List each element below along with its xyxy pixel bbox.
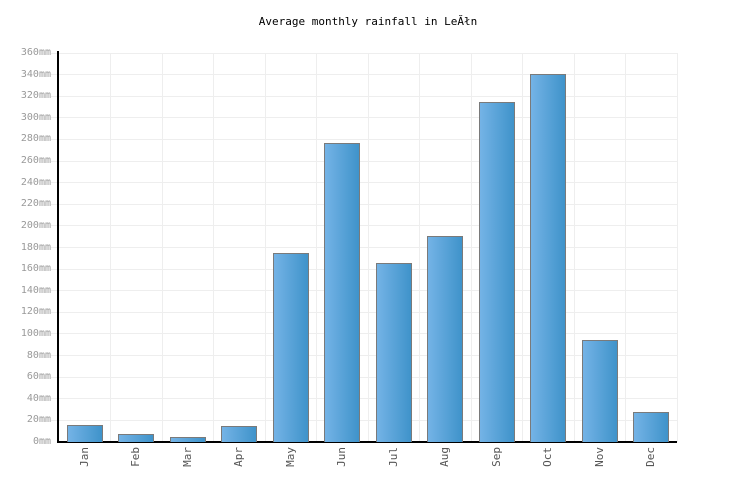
y-tick-label: 40mm (26, 392, 51, 404)
y-gridline (51, 182, 677, 184)
y-gridline (51, 52, 677, 54)
y-tick-label: 360mm (20, 47, 51, 58)
y-gridline (51, 203, 677, 205)
y-gridline (51, 138, 677, 140)
y-gridline (51, 95, 677, 97)
y-tick-label: 140mm (20, 284, 51, 296)
y-gridline (51, 117, 677, 119)
y-tick-label: 20mm (26, 414, 51, 426)
y-tick-label: 280mm (20, 133, 51, 145)
x-tick-label: Jul (386, 447, 400, 467)
x-tick-label: Dec (644, 447, 658, 467)
x-tick-label: Oct (541, 447, 555, 467)
bar-aug (427, 235, 464, 442)
y-tick-label: 0mm (32, 436, 51, 447)
y-tick-label: 220mm (20, 198, 51, 210)
y-tick-label: 100mm (20, 327, 51, 339)
x-tick-label: Apr (232, 447, 246, 467)
y-tick-label: 240mm (20, 176, 51, 188)
y-tick-label: 320mm (20, 90, 51, 102)
x-tick-label: Jun (335, 447, 349, 467)
x-gridline (676, 53, 678, 442)
bar-dec (633, 411, 670, 442)
bar-feb (118, 434, 155, 442)
y-gridline (51, 290, 677, 292)
y-tick-label: 180mm (20, 241, 51, 253)
y-gridline (51, 225, 677, 227)
y-tick-label: 340mm (20, 68, 51, 80)
x-axis-line (57, 441, 677, 443)
y-gridline (51, 376, 677, 378)
y-tick-label: 80mm (26, 349, 51, 361)
y-gridline (51, 160, 677, 162)
y-gridline (51, 398, 677, 400)
plot-area: 0mm 20mm 40mm 60mm 80mm 100mm 120mm 140mm 160mm 1… (21, 47, 678, 467)
y-gridline (51, 268, 677, 270)
y-tick-label: 200mm (20, 219, 51, 231)
x-tick-label: Mar (180, 447, 194, 467)
bar-apr (221, 425, 258, 442)
y-gridline (51, 355, 677, 357)
chart-title: Average monthly rainfall in LeĂłn (258, 15, 478, 28)
bar-mar (169, 436, 206, 442)
x-tick-label: Nov (592, 447, 606, 467)
bar-may (272, 252, 309, 442)
y-gridline (51, 419, 677, 421)
bar-jun (324, 142, 361, 442)
x-tick-label: Jan (77, 447, 91, 467)
y-tick-label: 160mm (20, 263, 51, 275)
y-gridline (51, 74, 677, 76)
bar-sep (478, 101, 515, 442)
x-tick-label: Sep (489, 447, 503, 467)
x-tick-label: Feb (129, 447, 143, 467)
y-tick-label: 120mm (20, 306, 51, 318)
bar-jul (375, 262, 412, 442)
x-tick-label: May (283, 447, 297, 467)
y-tick-label: 260mm (20, 155, 51, 167)
y-gridline (51, 333, 677, 335)
bar-oct (530, 73, 567, 442)
x-tick-label: Aug (438, 447, 452, 467)
y-tick-label: 300mm (20, 111, 51, 123)
bar-jan (66, 424, 103, 442)
y-gridline (51, 247, 677, 248)
y-gridline (51, 311, 677, 313)
y-tick-label: 60mm (26, 371, 51, 383)
y-axis-line (57, 51, 59, 443)
bar-nov (581, 340, 618, 442)
